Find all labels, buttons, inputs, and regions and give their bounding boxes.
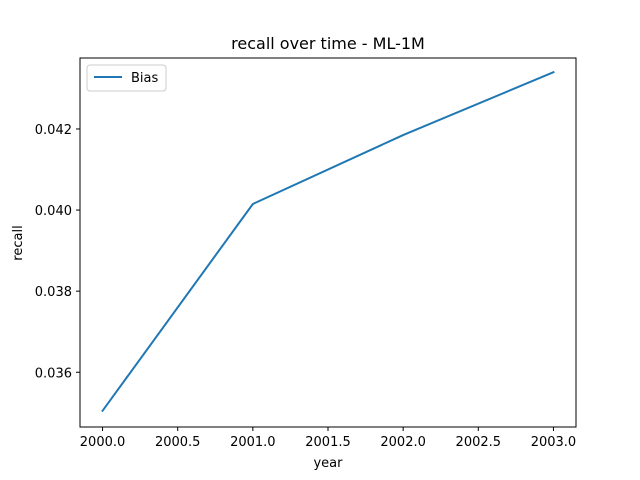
legend-box	[86, 64, 167, 92]
y-axis: 0.036 0.038 0.040 0.042	[35, 123, 80, 381]
y-tick-label: 0.040	[35, 204, 72, 219]
x-tick-label: 2001.0	[230, 435, 276, 450]
x-axis: 2000.0 2000.5 2001.0 2001.5 2002.0 2002.5 2003…	[80, 427, 576, 450]
y-tick-label: 0.038	[35, 285, 72, 300]
legend: Bias	[86, 64, 167, 92]
x-tick-label: 2002.5	[456, 435, 502, 450]
x-axis-label: year	[313, 456, 343, 471]
legend-label-bias: Bias	[131, 71, 158, 86]
series-line-bias	[101, 70, 555, 413]
chart-title: recall over time - ML-1M	[231, 34, 425, 53]
y-tick-label: 0.036	[35, 366, 72, 381]
y-tick-label: 0.042	[35, 123, 72, 138]
x-tick-label: 2001.5	[305, 435, 351, 450]
series-layer	[101, 70, 555, 413]
y-axis-label: recall	[11, 225, 26, 260]
x-tick-label: 2000.5	[155, 435, 201, 450]
x-tick-label: 2000.0	[80, 435, 126, 450]
plot-area	[79, 57, 577, 428]
x-tick-label: 2002.0	[380, 435, 426, 450]
x-tick-label: 2003.0	[531, 435, 577, 450]
